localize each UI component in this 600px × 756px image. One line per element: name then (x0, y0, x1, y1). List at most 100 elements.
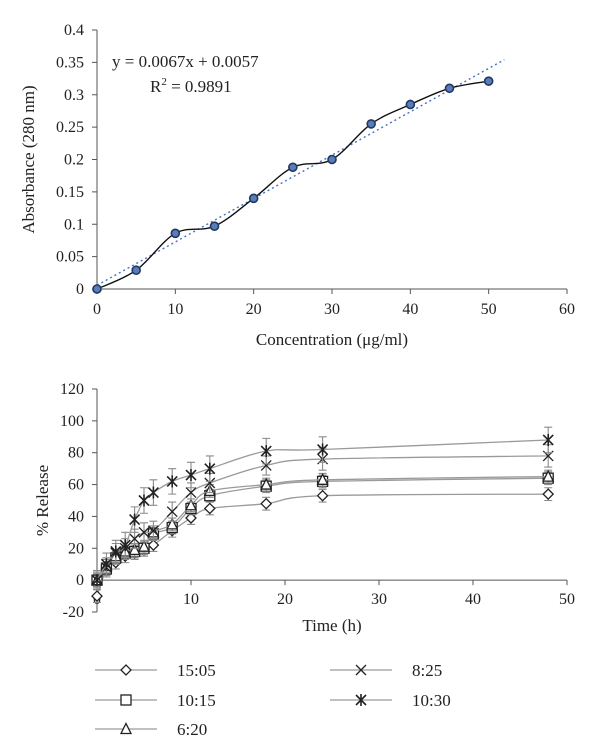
data-point (542, 433, 554, 446)
data-point (260, 497, 273, 510)
y-tick-label: 0.3 (64, 87, 84, 104)
x-tick-label: 10 (167, 301, 183, 318)
data-point (110, 545, 122, 558)
legend-marker (120, 664, 132, 676)
data-point (542, 469, 555, 482)
data-point (138, 526, 150, 538)
data-point (288, 162, 298, 173)
y-tick-label: 120 (60, 381, 84, 398)
legend-marker (355, 664, 367, 676)
data-point (260, 459, 272, 471)
data-point (204, 462, 216, 475)
data-point (444, 83, 455, 94)
legend-label: 10:30 (412, 691, 451, 710)
data-point (209, 221, 220, 231)
y-tick-label: 0.25 (56, 119, 84, 136)
y-tick-label: 0 (76, 572, 84, 589)
y-tick-label: 0.4 (64, 22, 84, 39)
x-tick-label: 40 (402, 301, 418, 318)
legend-item: 15:05 (95, 661, 216, 680)
data-curve-path (96, 80, 489, 290)
legend-marker (355, 694, 367, 706)
y-tick-label: 20 (68, 540, 84, 557)
legend-marker (119, 722, 133, 735)
x-tick-label: 20 (277, 591, 293, 608)
x-tick-label: 30 (371, 591, 387, 608)
data-point (260, 445, 272, 458)
y-tick-label: 40 (68, 508, 84, 525)
r-squared-label: R2 = 0.9891 (150, 76, 232, 96)
legend-item: 8:25 (330, 661, 442, 680)
r-squared-prefix: R (150, 77, 162, 96)
legend-label: 8:25 (412, 661, 442, 680)
legend-label: 15:05 (177, 661, 216, 680)
data-point (92, 284, 102, 294)
y-tick-label: 60 (68, 477, 84, 494)
data-points (92, 76, 494, 294)
r-squared-value: = 0.9891 (167, 77, 232, 96)
axis-ticks: 0 10 20 30 40 50 60 0 0.05 0.1 0.15 0.2 0.25 0.3 0.35 0… (56, 22, 575, 318)
x-tick-label: 0 (93, 301, 101, 318)
data-point (185, 487, 197, 498)
data-curve (96, 80, 489, 290)
x-tick-label: 30 (324, 301, 340, 318)
data-point (316, 472, 329, 485)
y-tick-label: -20 (63, 604, 84, 621)
data-point (129, 533, 141, 545)
data-point (129, 513, 141, 526)
x-tick-label: 40 (465, 591, 481, 608)
legend: 15:05 10:15 6:20 8:25 10:30 (95, 661, 451, 739)
data-point (138, 494, 150, 507)
series-line (96, 493, 549, 597)
series-15-05 (91, 487, 555, 603)
data-point (119, 539, 131, 552)
y-tick-label: 0.2 (64, 152, 84, 169)
data-point (317, 443, 329, 456)
legend-item: 10:15 (95, 691, 216, 710)
data-point (128, 542, 141, 556)
data-point (166, 475, 178, 488)
legend-label: 6:20 (177, 720, 207, 739)
data-point (483, 76, 494, 86)
y-axis-label: Absorbance (280 nm) (19, 85, 38, 233)
x-tick-label: 20 (246, 301, 262, 318)
data-point (185, 469, 197, 482)
data-point (542, 488, 555, 501)
data-point (137, 539, 151, 552)
data-point (248, 193, 259, 204)
series-8-25 (91, 444, 554, 589)
y-tick-label: 0.15 (56, 184, 84, 201)
data-point (100, 558, 112, 571)
calibration-chart: 0 10 20 30 40 50 60 0 0.05 0.1 0.15 0.2 0.25 0.3 0.35 0… (19, 22, 575, 349)
data-point (91, 590, 103, 602)
trendline-equation: y = 0.0067x + 0.0057 (112, 52, 259, 71)
legend-marker (120, 694, 132, 706)
data-point (170, 228, 181, 239)
x-tick-label: 10 (183, 591, 199, 608)
data-point (405, 99, 416, 110)
y-tick-label: 0.05 (56, 249, 84, 266)
data-point (147, 539, 160, 552)
data-point (166, 517, 179, 530)
data-point (147, 525, 159, 537)
data-point (327, 154, 337, 165)
legend-item: 10:30 (330, 691, 451, 710)
y-tick-label: 100 (60, 413, 84, 430)
data-point (166, 506, 178, 518)
data-point (184, 498, 198, 511)
x-axis-label: Time (h) (302, 616, 361, 635)
r-squared-superscript: 2 (161, 76, 167, 88)
y-tick-label: 0.1 (64, 216, 84, 233)
x-axis-label: Concentration (μg/ml) (256, 330, 408, 349)
data-point (203, 502, 216, 515)
legend-item: 6:20 (95, 720, 207, 739)
data-point (131, 265, 141, 276)
y-tick-label: 0 (76, 281, 84, 298)
series-10-30 (91, 426, 554, 591)
y-axis-label: % Release (33, 465, 52, 536)
data-point (204, 477, 216, 489)
y-tick-label: 0.35 (56, 54, 84, 71)
